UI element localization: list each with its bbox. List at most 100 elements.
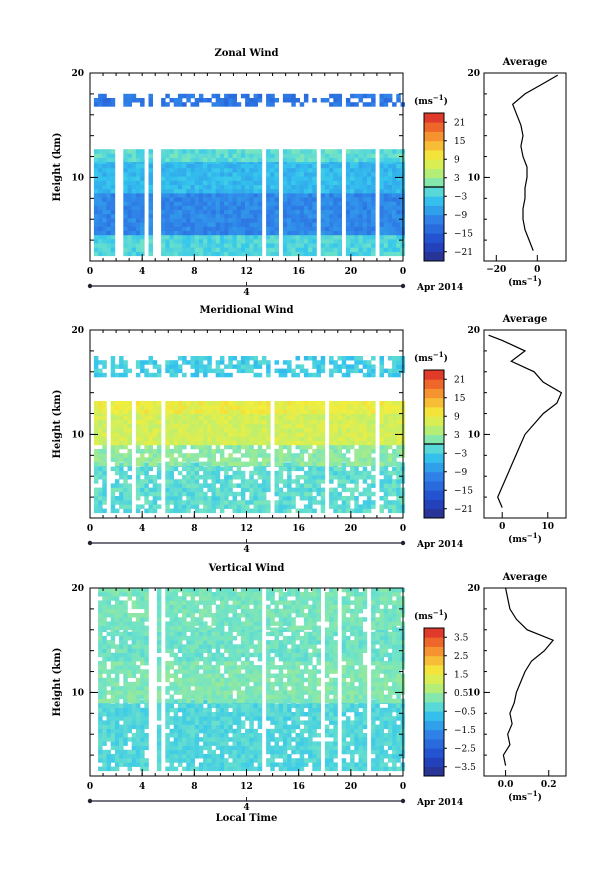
- heatmap-cell: [249, 728, 254, 734]
- heatmap-cell: [274, 230, 279, 236]
- heatmap-cell: [316, 712, 321, 717]
- heatmap-cell: [387, 251, 393, 257]
- heatmap-cell: [114, 444, 120, 450]
- heatmap-cell: [333, 409, 338, 414]
- heatmap-cell: [98, 716, 103, 721]
- heatmap-cell: [198, 188, 204, 194]
- heatmap-cell: [345, 440, 351, 446]
- heatmap-cell: [207, 720, 212, 725]
- heatmap-cell: [203, 500, 208, 505]
- heatmap-cell: [207, 184, 212, 190]
- heatmap-cell: [366, 487, 372, 493]
- heatmap-cell: [295, 745, 300, 751]
- heatmap-cell: [144, 415, 149, 420]
- heatmap-cell: [127, 213, 132, 219]
- heatmap-cell: [186, 251, 191, 257]
- heatmap-cell: [387, 213, 393, 219]
- heatmap-cell: [354, 707, 359, 713]
- heatmap-cell: [291, 504, 296, 509]
- heatmap-cell: [114, 419, 120, 425]
- heatmap-cell: [198, 491, 204, 497]
- colorbar-tick-label: 21: [454, 375, 465, 385]
- heatmap-cell: [194, 440, 200, 446]
- date-axis-start-marker: [87, 283, 93, 289]
- heatmap-cell: [308, 496, 313, 501]
- heatmap-cell: [379, 153, 384, 158]
- heatmap-cell: [362, 372, 368, 378]
- average-profile-line: [488, 334, 563, 508]
- heatmap-cell: [194, 436, 200, 441]
- heatmap-cell: [329, 720, 334, 725]
- heatmap-cell: [102, 372, 107, 378]
- heatmap-cell: [383, 741, 389, 746]
- heatmap-cell: [383, 432, 389, 437]
- heatmap-cell: [203, 192, 208, 198]
- heatmap-cell: [228, 247, 233, 252]
- heatmap-cell: [215, 470, 221, 476]
- heatmap-cell: [110, 737, 116, 742]
- heatmap-cell: [198, 180, 204, 185]
- heatmap-cell: [110, 364, 116, 369]
- heatmap-cell: [324, 180, 330, 185]
- heatmap-cell: [350, 436, 355, 441]
- heatmap-cell: [379, 762, 384, 767]
- heatmap-cell: [383, 423, 389, 429]
- heatmap-cell: [135, 449, 141, 454]
- colorbar-tick-label: −9: [454, 211, 468, 221]
- heatmap-cell: [207, 453, 212, 458]
- heatmap-cell: [240, 172, 246, 177]
- heatmap-cell: [324, 184, 330, 190]
- heatmap-cell: [194, 470, 200, 476]
- heatmap-cell: [219, 360, 225, 365]
- heatmap-cell: [362, 247, 368, 252]
- heatmap-cell: [303, 479, 309, 484]
- heatmap-cell: [253, 487, 258, 493]
- heatmap-cell: [392, 372, 397, 378]
- heatmap-cell: [312, 209, 317, 215]
- colorbar-tick-label: 21: [454, 118, 465, 128]
- heatmap-cell: [119, 466, 124, 472]
- heatmap-cell: [236, 163, 242, 169]
- heatmap-cell: [93, 449, 99, 454]
- heatmap-cell: [383, 149, 389, 154]
- heatmap-cell: [249, 218, 254, 223]
- y-tick-label: 10: [71, 430, 84, 440]
- heatmap-cell: [228, 213, 233, 219]
- heatmap-cell: [135, 197, 141, 202]
- heatmap-cell: [350, 167, 355, 173]
- heatmap-cell: [308, 741, 313, 746]
- heatmap-cell: [316, 432, 321, 437]
- heatmap-cell: [190, 222, 195, 227]
- heatmap-cell: [383, 205, 389, 210]
- heatmap-cell: [198, 444, 204, 450]
- heatmap-cell: [119, 491, 124, 497]
- heatmap-cell: [236, 703, 242, 709]
- heatmap-cell: [98, 724, 103, 730]
- heatmap-cell: [379, 201, 384, 206]
- heatmap-cell: [102, 360, 107, 365]
- heatmap-cell: [329, 415, 334, 420]
- heatmap-cell: [190, 415, 195, 420]
- heatmap-cell: [135, 209, 141, 215]
- heatmap-cell: [287, 754, 292, 759]
- heatmap-cell: [333, 733, 338, 738]
- heatmap-cell: [287, 163, 292, 169]
- heatmap-cell: [228, 243, 233, 248]
- heatmap-cell: [207, 226, 212, 231]
- heatmap-cell: [274, 205, 279, 210]
- heatmap-cell: [371, 500, 376, 505]
- heatmap-cell: [299, 368, 305, 374]
- heatmap-cell: [249, 197, 254, 202]
- heatmap-cell: [371, 98, 376, 103]
- heatmap-cell: [127, 487, 132, 493]
- heatmap-cell: [270, 192, 275, 198]
- heatmap-cell: [291, 201, 296, 206]
- heatmap-cell: [114, 724, 120, 730]
- heatmap-cell: [350, 226, 355, 231]
- heatmap-cell: [379, 243, 384, 248]
- y-tick-label: 20: [71, 69, 84, 79]
- heatmap-cell: [165, 508, 170, 514]
- heatmap-cell: [140, 766, 145, 772]
- heatmap-cell: [345, 368, 351, 374]
- heatmap-cell: [253, 432, 258, 437]
